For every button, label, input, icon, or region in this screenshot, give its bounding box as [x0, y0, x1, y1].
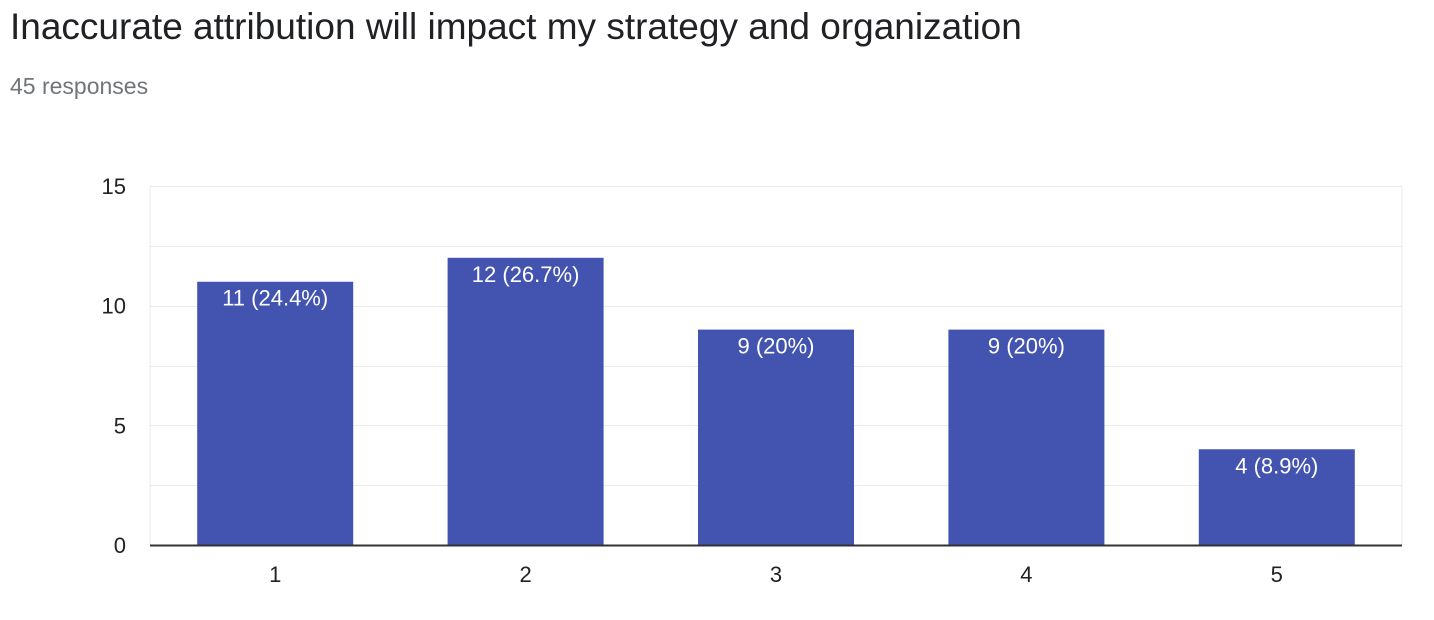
bar-5[interactable]: [1198, 449, 1355, 545]
y-tick-label: 5: [114, 413, 126, 438]
bar-3[interactable]: [698, 329, 854, 545]
y-axis: 0 5 10 15: [102, 174, 126, 558]
data-label-1: 11 (24.4%): [222, 286, 328, 311]
y-tick-label: 15: [102, 174, 126, 199]
data-label-5: 4 (8.9%): [1235, 453, 1318, 478]
y-tick-label: 0: [114, 533, 126, 558]
data-label-3: 9 (20%): [737, 334, 814, 359]
bar-1[interactable]: [197, 281, 354, 545]
data-label-2: 12 (26.7%): [472, 262, 580, 287]
x-tick-label-3: 3: [770, 562, 782, 587]
chart-title: Inaccurate attribution will impact my st…: [10, 6, 1022, 47]
response-count: 45 responses: [10, 73, 149, 99]
x-tick-label-1: 1: [269, 562, 281, 587]
bar-4[interactable]: [948, 329, 1105, 545]
x-tick-label-2: 2: [519, 562, 531, 587]
bar-2[interactable]: [447, 257, 604, 545]
x-tick-label-4: 4: [1020, 562, 1032, 587]
data-label-4: 9 (20%): [988, 334, 1065, 359]
x-axis: 1 2 3 4 5: [150, 544, 1402, 587]
y-tick-label: 10: [102, 294, 126, 319]
bars: [197, 257, 1355, 545]
x-tick-label-5: 5: [1271, 562, 1283, 587]
data-labels: 11 (24.4%) 12 (26.7%) 9 (20%) 9 (20%) 4 (8.9…: [222, 262, 1318, 478]
